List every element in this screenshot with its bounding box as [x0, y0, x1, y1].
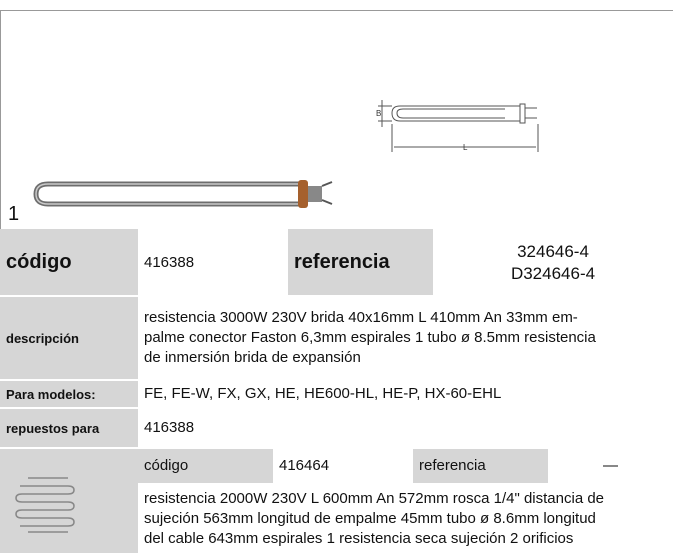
label-text: código: [6, 251, 72, 273]
row-separator: [0, 447, 673, 449]
desc-line: de inmersión brida de expansión: [144, 349, 361, 366]
label-text: descripción: [6, 330, 79, 346]
label-text: código: [144, 456, 189, 474]
label: descripción: [0, 296, 138, 380]
value-text: 416388: [144, 419, 195, 436]
value: 416388: [138, 408, 673, 448]
desc-line: sujeción 563mm longitud de empalme 45mm …: [144, 510, 596, 527]
label-text: referencia: [294, 251, 390, 273]
desc-line: resistencia 3000W 230V brida 40x16mm L 4…: [144, 309, 578, 326]
label: referencia: [413, 448, 548, 483]
heating-element-photo: [33, 180, 333, 208]
value-text: 416388: [144, 253, 195, 271]
label-text: referencia: [419, 456, 486, 474]
value: 416464: [273, 448, 413, 483]
value: —: [548, 448, 673, 483]
label: referencia: [288, 229, 433, 296]
label-text: Para modelos:: [6, 386, 96, 402]
value: 416388: [138, 229, 288, 296]
value: resistencia 3000W 230V brida 40x16mm L 4…: [138, 296, 673, 380]
value: resistencia 2000W 230V L 600mm An 572mm …: [138, 483, 673, 553]
value-line: 324646-4: [517, 241, 589, 261]
value: 324646-4 D324646-4: [433, 229, 673, 296]
value-text: —: [603, 456, 618, 474]
value-line: D324646-4: [510, 263, 596, 283]
value: FE, FE-W, FX, GX, HE, HE600-HL, HE-P, HX…: [138, 380, 673, 408]
dim-b: B: [376, 109, 381, 118]
value-text: 416464: [279, 456, 330, 474]
desc-line: palme conector Faston 6,3mm espirales 1 …: [144, 329, 596, 346]
product-images: B L 1: [0, 10, 673, 229]
spare-icon-cell: [0, 448, 138, 553]
desc-line: del cable 643mm espirales 1 resistencia …: [144, 530, 574, 547]
figure-label: 1: [8, 203, 19, 225]
row-separator: [0, 407, 673, 409]
label: código: [0, 229, 138, 296]
desc-line: resistencia 2000W 230V L 600mm An 572mm …: [144, 490, 605, 507]
label: Para modelos:: [0, 380, 138, 408]
label: código: [138, 448, 273, 483]
dim-l: L: [463, 143, 468, 152]
label-text: repuestos para: [6, 420, 100, 436]
label: repuestos para: [0, 408, 138, 448]
value-text: FE, FE-W, FX, GX, HE, HE600-HL, HE-P, HX…: [144, 385, 502, 402]
row-separator: [0, 379, 673, 381]
spare-icon: [15, 477, 75, 533]
dimension-diagram: B L: [376, 100, 539, 152]
row-separator: [0, 295, 673, 297]
